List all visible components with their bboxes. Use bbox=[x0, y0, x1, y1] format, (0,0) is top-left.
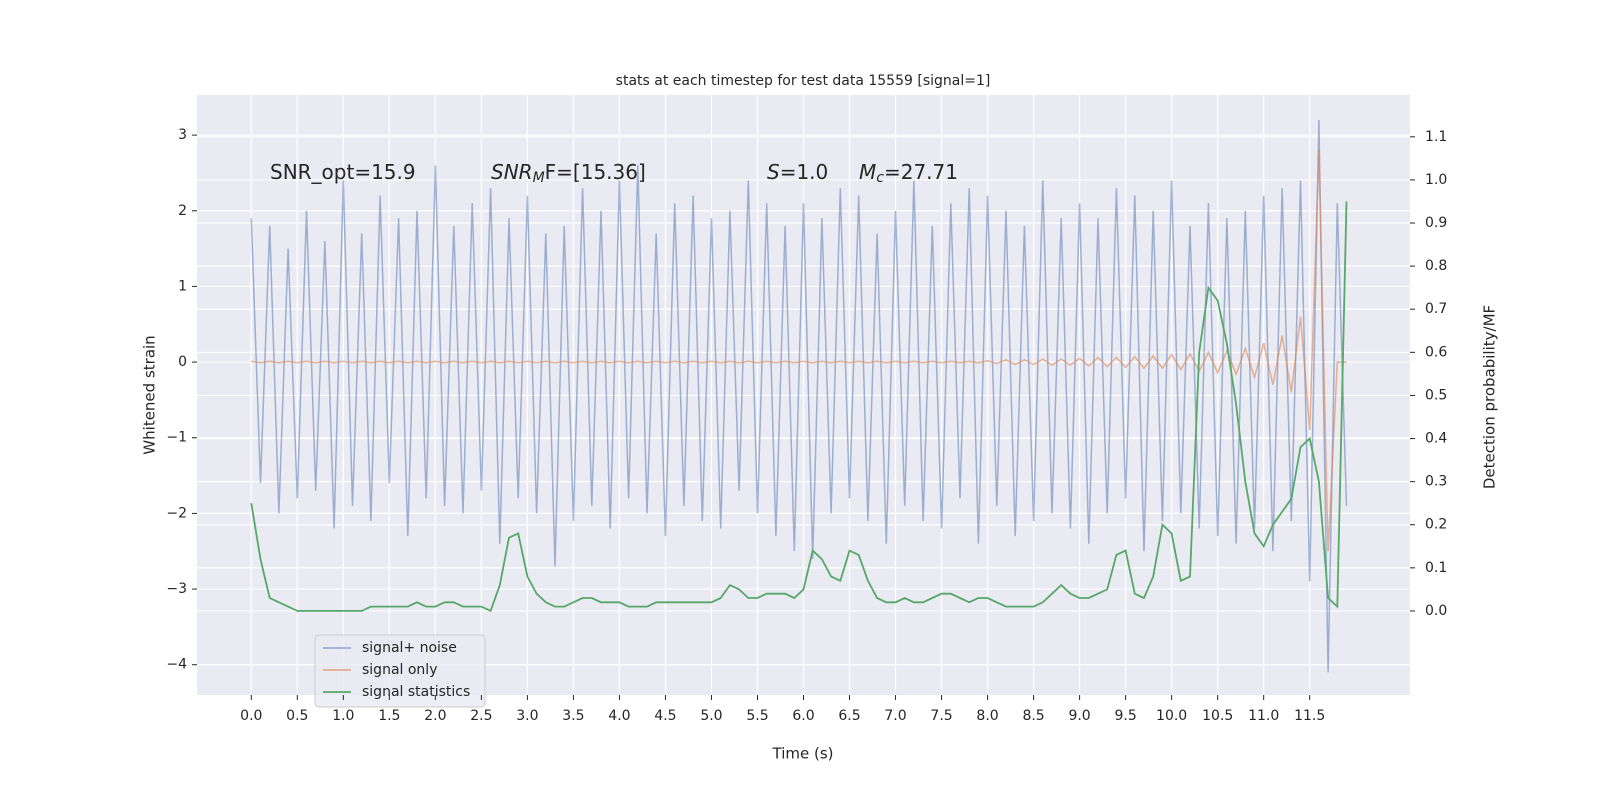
annotation-part: M bbox=[859, 160, 876, 184]
annotation-part: =27.71 bbox=[884, 160, 958, 184]
annotation: Mc=27.71 bbox=[859, 160, 958, 187]
series-line bbox=[250, 119, 1348, 673]
y2-tick-label: 1.1 bbox=[1425, 129, 1447, 145]
x-tick-label: 8.0 bbox=[976, 708, 998, 724]
y2-tick-label: 0.4 bbox=[1425, 431, 1447, 447]
x-tick-label: 9.5 bbox=[1114, 708, 1136, 724]
x-tick-label: 1.0 bbox=[332, 708, 354, 724]
y-tick-label: −3 bbox=[166, 581, 187, 597]
annotation-part: M bbox=[533, 170, 545, 186]
x-axis-label: Time (s) bbox=[772, 745, 834, 763]
x-tick-label: 6.0 bbox=[792, 708, 814, 724]
y2-axis-label: Detection probability/MF bbox=[1481, 305, 1499, 489]
y-tick-label: 1 bbox=[178, 278, 187, 294]
x-tick-label: 4.5 bbox=[654, 708, 676, 724]
y2-tick-label: 0.0 bbox=[1425, 603, 1447, 619]
x-tick-label: 9.0 bbox=[1068, 708, 1090, 724]
y2-tick-label: 0.5 bbox=[1425, 387, 1447, 403]
y2-tick-label: 0.3 bbox=[1425, 474, 1447, 490]
x-tick-label: 4.0 bbox=[608, 708, 630, 724]
annotation-part: F=[15.36] bbox=[545, 160, 646, 184]
series-line bbox=[250, 201, 1348, 613]
y2-tick-label: 1.0 bbox=[1425, 172, 1447, 188]
y2-tick-label: 0.6 bbox=[1425, 344, 1447, 360]
annotations: SNR_opt=15.9 SNRMF=[15.36] S=1.0 Mc=27.71 bbox=[270, 160, 958, 187]
y-tick-label: 2 bbox=[178, 203, 187, 219]
y-tick-label: −1 bbox=[166, 430, 187, 446]
legend-label: signal only bbox=[362, 662, 437, 678]
x-tick-label: 8.5 bbox=[1022, 708, 1044, 724]
x-tick-label: 1.5 bbox=[378, 708, 400, 724]
y2-tick-label: 0.1 bbox=[1425, 560, 1447, 576]
x-tick-label: 5.5 bbox=[746, 708, 768, 724]
x-tick-label: 0.0 bbox=[240, 708, 262, 724]
annotation-part: SNR_opt=15.9 bbox=[270, 160, 416, 184]
chart-title: stats at each timestep for test data 155… bbox=[616, 73, 991, 89]
x-tick-label: 7.0 bbox=[884, 708, 906, 724]
x-tick-label: 11.0 bbox=[1248, 708, 1279, 724]
marks bbox=[250, 119, 1348, 673]
series-line bbox=[251, 150, 1347, 552]
annotation-part: =1.0 bbox=[780, 160, 829, 184]
x-tick-label: 7.5 bbox=[930, 708, 952, 724]
y-tick-label: 0 bbox=[178, 354, 187, 370]
x-tick-label: 11.5 bbox=[1294, 708, 1325, 724]
y2-tick-label: 0.2 bbox=[1425, 517, 1447, 533]
legend-box bbox=[314, 634, 486, 708]
y-tick-label: −2 bbox=[166, 505, 187, 521]
annotation: SNRMF=[15.36] bbox=[491, 160, 646, 187]
legend-label: signal statistics bbox=[362, 684, 470, 700]
annotation-part: S bbox=[767, 160, 780, 184]
annotation-part: SNR bbox=[491, 160, 533, 184]
y2-tick-label: 0.9 bbox=[1425, 215, 1447, 231]
x-tick-label: 0.5 bbox=[286, 708, 308, 724]
annotation-part: c bbox=[876, 170, 884, 186]
x-tick-label: 10.5 bbox=[1202, 708, 1233, 724]
x-tick-label: 6.5 bbox=[838, 708, 860, 724]
x-tick-label: 3.5 bbox=[562, 708, 584, 724]
annotation: S=1.0 bbox=[767, 160, 828, 184]
y-tick-label: 3 bbox=[178, 127, 187, 143]
x-tick-label: 5.0 bbox=[700, 708, 722, 724]
y2-tick-label: 0.8 bbox=[1425, 258, 1447, 274]
annotation: SNR_opt=15.9 bbox=[270, 160, 416, 184]
x-tick-label: 2.5 bbox=[470, 708, 492, 724]
legend-label: signal+ noise bbox=[362, 640, 457, 656]
y-tick-label: −4 bbox=[166, 657, 187, 673]
x-tick-label: 2.0 bbox=[424, 708, 446, 724]
x-tick-label: 3.0 bbox=[516, 708, 538, 724]
x-tick-label: 10.0 bbox=[1156, 708, 1187, 724]
y-axis-label: Whitened strain bbox=[141, 335, 159, 454]
y2-tick-label: 0.7 bbox=[1425, 301, 1447, 317]
legend: signal+ noise signal only signal statistic… bbox=[314, 634, 486, 708]
